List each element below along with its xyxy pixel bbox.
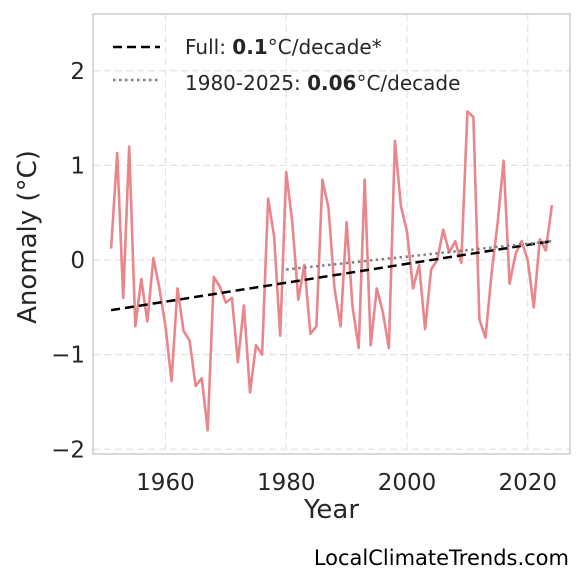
x-axis-label: Year [303,495,359,525]
recent-trend-line [286,239,553,271]
y-tick-label: −2 [51,437,85,463]
y-tick-label: 1 [70,153,85,179]
legend: Full: 0.1°C/decade* 1980-2025: 0.06°C/de… [113,35,460,95]
y-tick-label: −1 [51,343,85,369]
series-layer [109,110,554,432]
y-tick-label: 2 [70,59,85,85]
y-tick-labels: −2 −1 0 1 2 [51,59,85,463]
anomaly-series-line [109,110,554,432]
plot-frame [92,13,571,455]
y-axis-label: Anomaly (°C) [13,150,43,324]
site-credit: LocalClimateTrends.com [313,546,569,570]
x-tick-label: 1980 [257,470,316,496]
x-tick-label: 2020 [498,470,557,496]
x-tick-label: 1960 [136,470,195,496]
x-tick-label: 2000 [378,470,437,496]
full-trend-line [110,239,553,312]
legend-recent-trend-label: 1980-2025: 0.06°C/decade [185,71,460,95]
trend-layer [110,239,553,312]
legend-full-trend-label: Full: 0.1°C/decade* [185,35,382,59]
y-tick-label: 0 [70,248,85,274]
x-tick-labels: 1960 1980 2000 2020 [136,470,557,496]
